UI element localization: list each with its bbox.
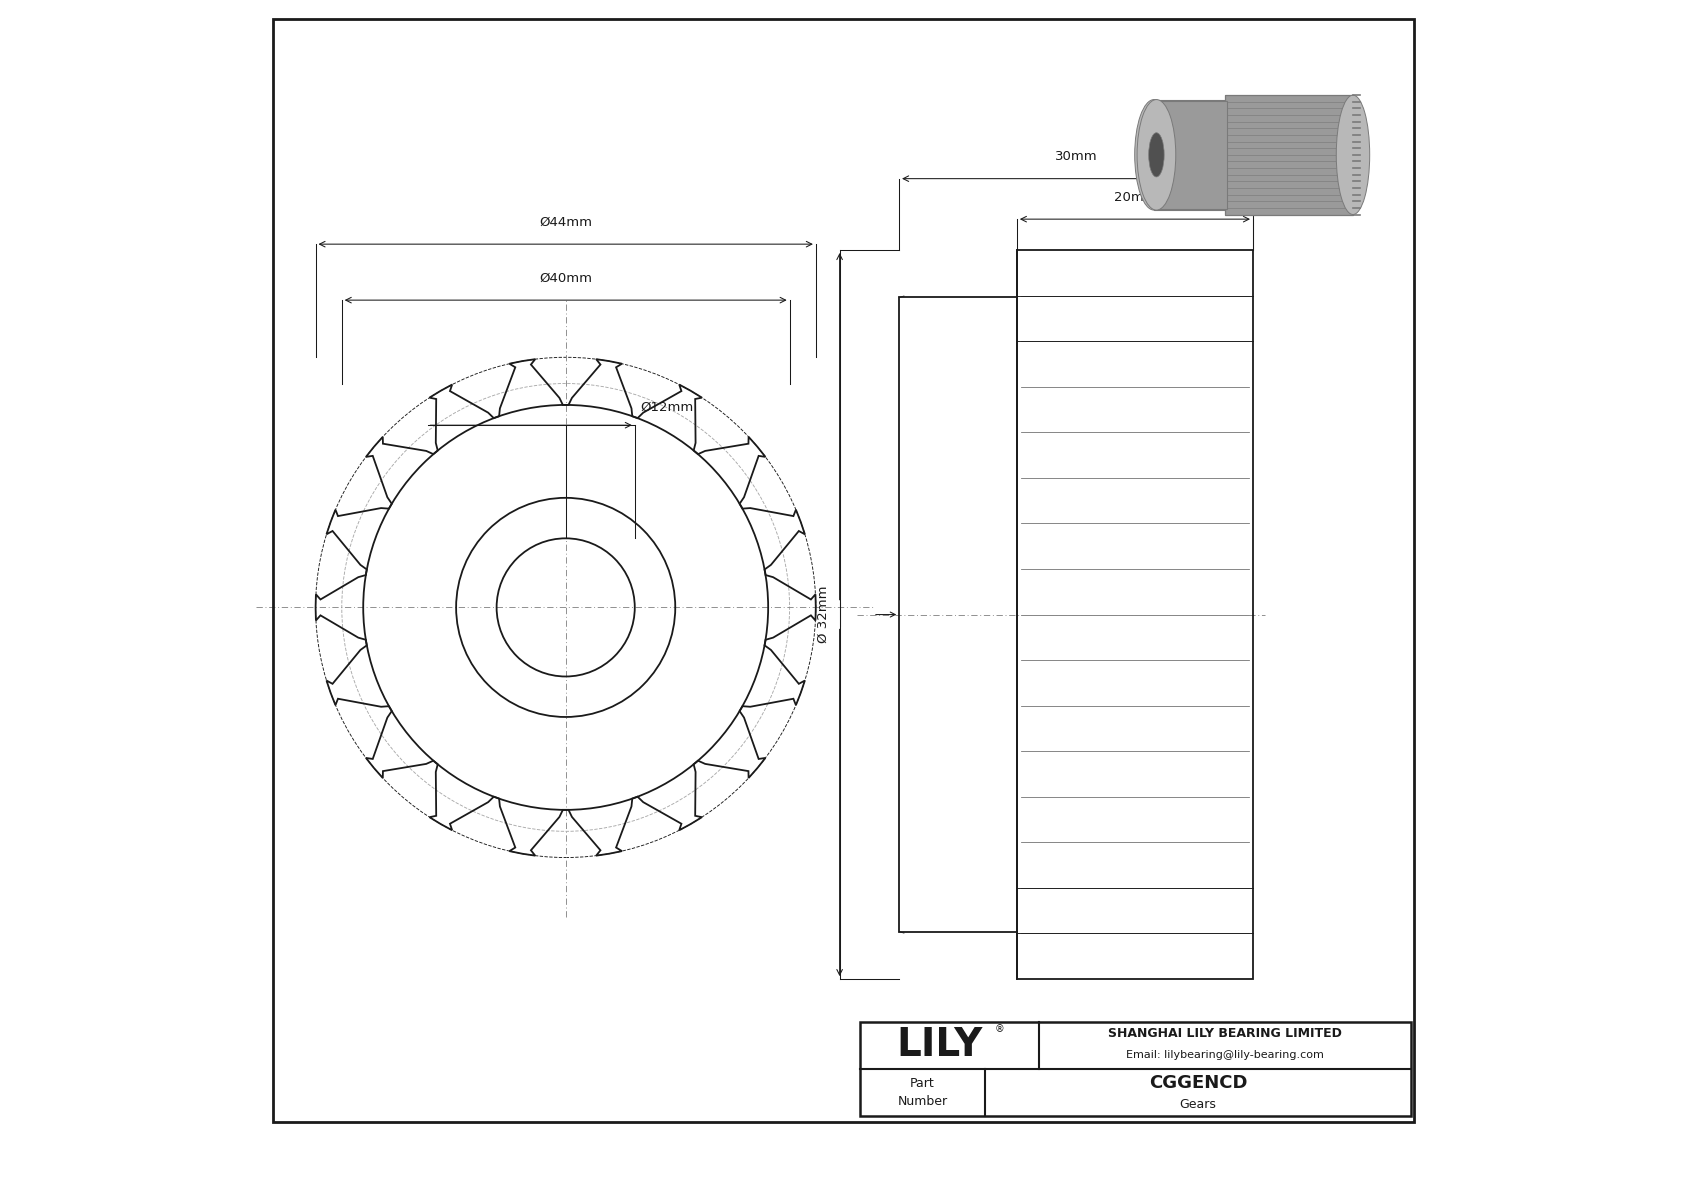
Ellipse shape (1145, 130, 1162, 180)
Text: CGGENCD: CGGENCD (1148, 1074, 1248, 1092)
Text: Ø12mm: Ø12mm (640, 400, 694, 413)
Text: Ø44mm: Ø44mm (539, 216, 593, 229)
Text: 20mm: 20mm (1113, 191, 1157, 204)
Text: Gears: Gears (1180, 1098, 1216, 1111)
Ellipse shape (1135, 100, 1174, 210)
Bar (1017, 250, 1253, 979)
Text: 30mm: 30mm (1054, 150, 1098, 163)
Bar (899, 298, 1017, 931)
Bar (1157, 101, 1228, 208)
Text: Ø 32mm: Ø 32mm (817, 586, 830, 643)
Text: Part
Number: Part Number (898, 1077, 948, 1108)
Ellipse shape (1337, 95, 1369, 214)
Text: Email: lilybearing@lily-bearing.com: Email: lilybearing@lily-bearing.com (1127, 1050, 1324, 1060)
Text: LILY: LILY (896, 1027, 983, 1065)
Text: SHANGHAI LILY BEARING LIMITED: SHANGHAI LILY BEARING LIMITED (1108, 1027, 1342, 1040)
Ellipse shape (1137, 100, 1175, 210)
Text: Ø40mm: Ø40mm (539, 272, 593, 285)
Text: ®: ® (994, 1024, 1004, 1034)
Polygon shape (1154, 100, 1228, 210)
Ellipse shape (1148, 132, 1164, 177)
Bar (861, 1022, 1411, 1116)
Bar (1224, 95, 1352, 214)
